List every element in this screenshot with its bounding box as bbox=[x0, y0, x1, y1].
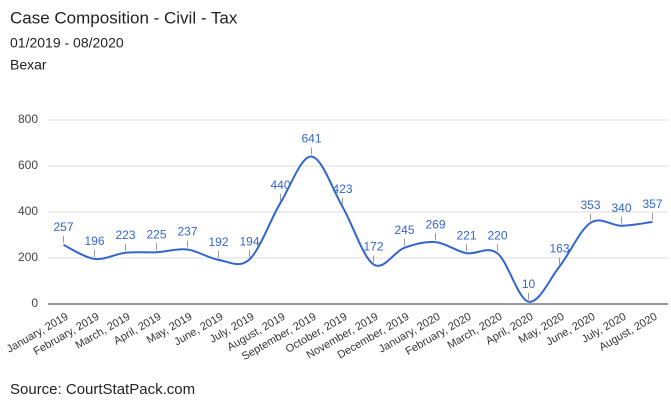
series-line bbox=[63, 155, 653, 303]
data-label: 225 bbox=[146, 227, 166, 241]
data-label: 269 bbox=[425, 217, 445, 231]
y-tick-label: 400 bbox=[18, 204, 38, 218]
data-label: 163 bbox=[549, 242, 569, 256]
data-label: 220 bbox=[487, 229, 507, 243]
y-tick-label: 200 bbox=[18, 250, 38, 264]
data-label: 172 bbox=[363, 240, 383, 254]
data-label: 237 bbox=[177, 225, 197, 239]
data-label: 192 bbox=[208, 235, 228, 249]
y-tick-label: 600 bbox=[18, 158, 38, 172]
data-label: 194 bbox=[239, 235, 259, 249]
data-label: 245 bbox=[394, 223, 414, 237]
chart-title: Case Composition - Civil - Tax bbox=[10, 8, 238, 27]
data-label: 340 bbox=[611, 201, 631, 215]
data-label: 223 bbox=[115, 228, 135, 242]
data-label: 10 bbox=[522, 277, 536, 291]
y-tick-label: 0 bbox=[31, 296, 38, 310]
chart-source: Source: CourtStatPack.com bbox=[10, 381, 195, 398]
chart-subtitle: 01/2019 - 08/2020 bbox=[10, 35, 124, 51]
y-tick-label: 800 bbox=[18, 112, 38, 126]
data-label: 353 bbox=[580, 198, 600, 212]
data-label: 641 bbox=[301, 132, 321, 146]
data-label: 221 bbox=[456, 228, 476, 242]
data-label: 357 bbox=[642, 197, 662, 211]
data-label: 423 bbox=[332, 182, 352, 196]
data-label: 257 bbox=[53, 220, 73, 234]
data-label: 440 bbox=[270, 178, 290, 192]
chart-location: Bexar bbox=[10, 57, 47, 73]
data-label: 196 bbox=[84, 234, 104, 248]
